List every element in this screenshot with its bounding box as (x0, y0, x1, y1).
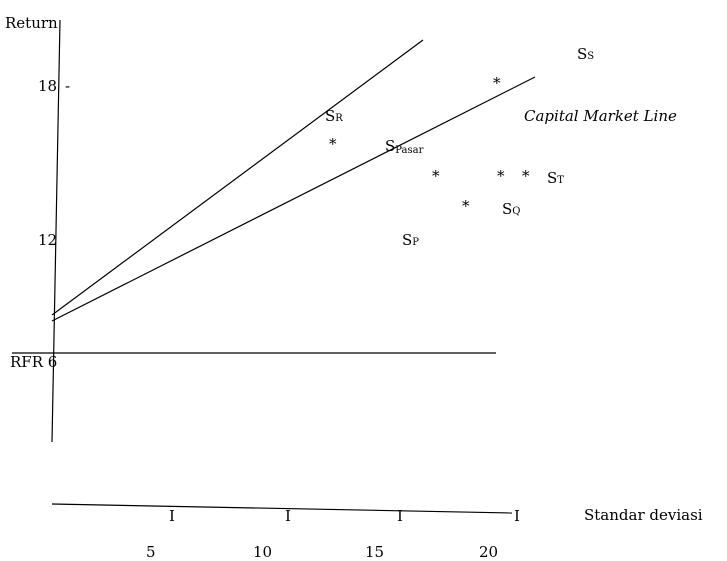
portfolio-label-sp: SP (402, 231, 419, 249)
point-marker: * (493, 74, 501, 92)
portfolio-label-ss: SS (577, 45, 594, 63)
y-tick-label-12: 12 (38, 231, 57, 249)
x-tick-mark: I (514, 507, 520, 525)
x-tick-label-20: 20 (479, 543, 498, 561)
point-marker: * (497, 167, 505, 185)
upper-line (51, 39, 424, 316)
capital-market-line (51, 76, 536, 322)
rfr-label: RFR 6 (10, 353, 57, 371)
x-axis-title: Standar deviasi (584, 506, 703, 524)
x-tick-mark: I (397, 507, 403, 525)
x-tick-mark: I (169, 507, 175, 525)
portfolio-label-st: ST (547, 169, 564, 187)
point-marker: * (329, 135, 337, 153)
y-axis-title: Return (5, 14, 58, 32)
x-tick-label-10: 10 (253, 543, 272, 561)
portfolio-label-spasar: SPasar (385, 137, 424, 156)
point-marker: * (522, 167, 530, 185)
point-marker: * (462, 197, 470, 215)
x-tick-mark: I (285, 507, 291, 525)
cml-label: Capital Market Line (524, 107, 677, 125)
x-tick-label-15: 15 (365, 543, 384, 561)
y-tick-mark-18: - (65, 77, 70, 95)
x-axis-line (51, 503, 513, 514)
point-marker: * (432, 167, 440, 185)
y-axis-line (51, 19, 61, 443)
y-tick-label-18: 18 (38, 77, 57, 95)
x-tick-label-5: 5 (146, 543, 156, 561)
portfolio-label-sr: SR (325, 107, 343, 125)
portfolio-label-sq: SQ (502, 200, 520, 218)
